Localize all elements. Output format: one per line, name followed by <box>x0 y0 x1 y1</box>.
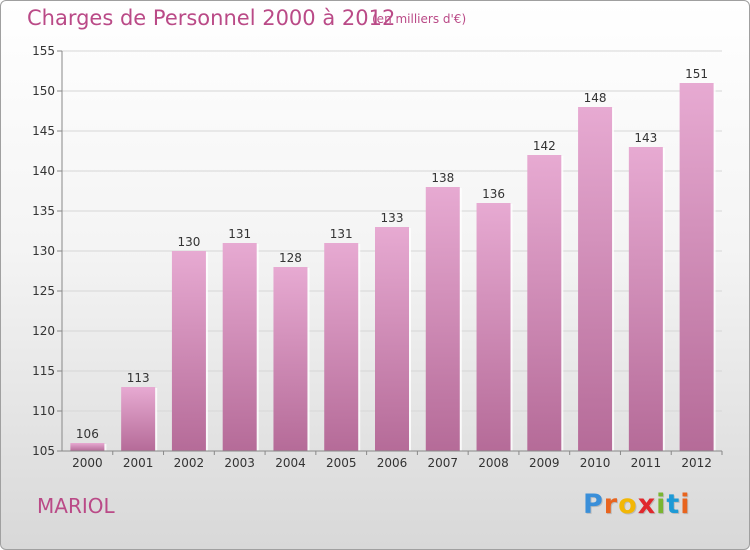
bar-value-label: 106 <box>76 427 99 441</box>
bar-value-label: 138 <box>431 171 454 185</box>
logo-letter: P <box>583 489 604 520</box>
logo-letter: t <box>666 489 681 520</box>
bar <box>578 107 613 451</box>
x-tick-label: 2012 <box>681 456 712 470</box>
bar <box>273 267 308 451</box>
axis-layer: 105 110 115 120 125 130 135 140 145 150 155 2000 200… <box>32 44 723 470</box>
y-tick-label: 125 <box>32 284 55 298</box>
x-tick-label: 2003 <box>224 456 255 470</box>
y-tick-label: 155 <box>32 44 55 58</box>
bar-value-label: 130 <box>177 235 200 249</box>
bar <box>375 227 409 451</box>
bar-value-label: 136 <box>482 187 505 201</box>
bar <box>70 443 105 451</box>
bar <box>476 203 511 451</box>
x-tick-label: 2004 <box>275 456 306 470</box>
bar-value-label: 151 <box>685 67 708 81</box>
bar <box>222 243 257 451</box>
bar <box>171 251 206 451</box>
y-tick-label: 145 <box>32 124 55 138</box>
y-tick-label: 120 <box>32 324 55 338</box>
location-label: MARIOL <box>37 494 115 518</box>
bar-value-label: 113 <box>127 371 150 385</box>
bar-value-label: 131 <box>228 227 251 241</box>
y-tick-label: 115 <box>32 364 55 378</box>
bar <box>679 83 714 451</box>
logo-letter: o <box>618 489 638 520</box>
x-tick-label: 2005 <box>326 456 357 470</box>
chart-subtitle: (en milliers d'€) <box>372 12 467 26</box>
chart-title: Charges de Personnel 2000 à 2012 <box>27 6 396 30</box>
bar <box>425 187 460 451</box>
bar-value-label: 142 <box>533 139 556 153</box>
y-tick-label: 135 <box>32 204 55 218</box>
x-tick-label: 2001 <box>123 456 154 470</box>
proxiti-logo: Proxiti <box>583 489 691 520</box>
bar <box>324 243 359 451</box>
bar <box>628 147 663 451</box>
logo-letter: x <box>637 489 657 520</box>
bar <box>527 155 562 451</box>
y-tick-label: 105 <box>32 444 55 458</box>
x-tick-label: 2007 <box>427 456 458 470</box>
x-tick-label: 2000 <box>72 456 103 470</box>
bar <box>121 387 156 451</box>
bars-layer: 106 113 130 131 128 131 133 138 136 142 148 143 151 <box>70 67 716 451</box>
logo-letter: i <box>656 489 667 520</box>
x-tick-label: 2006 <box>377 456 408 470</box>
x-tick-label: 2008 <box>478 456 509 470</box>
bar-value-label: 128 <box>279 251 302 265</box>
y-tick-label: 130 <box>32 244 55 258</box>
bar-value-label: 133 <box>381 211 404 225</box>
y-tick-label: 140 <box>32 164 55 178</box>
x-tick-label: 2002 <box>174 456 205 470</box>
y-tick-label: 150 <box>32 84 55 98</box>
x-tick-label: 2009 <box>529 456 560 470</box>
logo-letter: r <box>603 489 619 520</box>
bar-value-label: 131 <box>330 227 353 241</box>
x-tick-label: 2011 <box>631 456 662 470</box>
bar-value-label: 148 <box>584 91 607 105</box>
bar-value-label: 143 <box>634 131 657 145</box>
y-tick-label: 110 <box>32 404 55 418</box>
logo-letter: i <box>680 489 691 520</box>
x-tick-label: 2010 <box>580 456 611 470</box>
